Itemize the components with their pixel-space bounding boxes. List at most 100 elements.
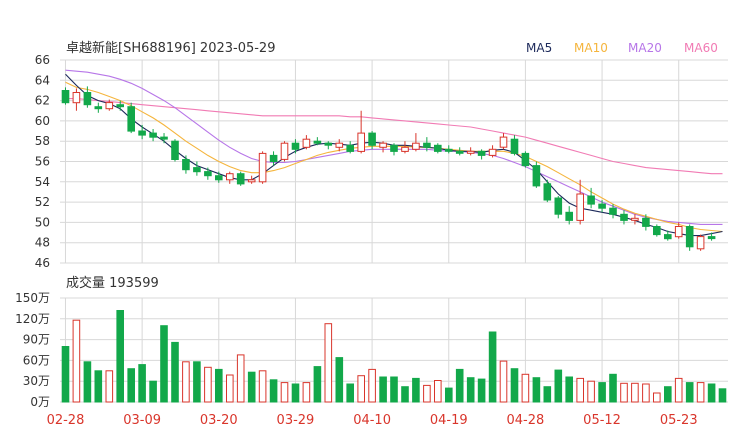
candle-body [631,217,639,221]
candle-body [182,159,190,171]
candle-body [653,226,661,236]
volume-axis: 150万 120万 90万 60万 30万 0万 [15,291,50,409]
candle-body [587,195,595,205]
volume-bar [510,368,519,403]
volume-tick-label: 0万 [30,395,50,409]
candles [61,86,716,251]
candle-body [609,207,617,215]
price-tick-label: 62 [35,94,50,108]
candle-body [565,211,574,221]
candle-body [401,146,409,152]
volume-bar [664,386,672,403]
candle-body [510,138,519,154]
price-tick-label: 46 [35,256,50,270]
volume-bar [368,368,376,403]
volume-bar [247,371,256,403]
candle-body [105,102,114,110]
volume-bar [521,373,530,403]
volume-bar [313,366,322,403]
candle-body [171,140,179,160]
volume-title: 成交量 193599 [66,275,159,291]
volume-bars [61,310,727,403]
candle-body [466,150,475,154]
volume-bar [280,382,289,403]
candle-body [127,106,136,132]
candle-body [291,142,300,150]
candle-body [521,152,530,167]
volume-bar [379,376,387,403]
legend-ma60: MA60 [684,41,718,55]
volume-bar [258,370,267,403]
ma-legend: MA5 MA10 MA20 MA60 [526,41,718,55]
candle-body [543,183,552,201]
volume-bar [94,370,103,403]
volume-bar [434,380,442,403]
volume-bar [302,382,311,403]
candle-body [83,92,92,106]
volume-bar [390,376,398,403]
price-tick-label: 64 [35,73,50,87]
candle-body [236,173,245,185]
volume-bar [72,319,81,403]
candle-body [72,92,81,104]
volume-bar [477,378,486,403]
date-label: 05-23 [660,413,698,428]
volume-bar [182,361,190,403]
candle-body [149,132,157,138]
date-label: 04-28 [507,413,545,428]
candle-body [696,236,705,250]
date-axis: 02-28 03-09 03-20 03-29 04-10 04-19 04-28 05-12… [47,413,698,428]
legend-ma10: MA10 [574,41,608,55]
candle-body [620,213,628,221]
volume-bar [620,382,628,403]
candle-body [61,90,70,104]
volume-bar [116,310,125,403]
candle-body [258,152,267,183]
volume-bar [335,357,344,403]
candle-body [379,142,387,148]
volume-bar [543,386,552,403]
volume-bar [412,377,420,403]
volume-bar [269,379,278,403]
legend-ma5: MA5 [526,41,552,55]
candle-body [160,136,168,140]
volume-bar [707,383,716,403]
candle-body [554,197,563,215]
candle-body [642,217,650,227]
candle-body [269,154,278,162]
ma-line-ma10 [65,81,723,233]
candle-body [477,150,486,156]
volume-bar [226,374,234,403]
candle-body [423,142,431,148]
candle-body [346,144,354,152]
volume-bar [105,370,114,403]
candle-body [685,226,694,248]
volume-bar [488,331,497,403]
volume-bar [204,366,212,403]
candle-body [576,193,585,221]
price-tick-label: 52 [35,195,50,209]
candle-body [204,171,212,177]
volume-bar [127,368,136,403]
candle-body [247,179,256,183]
candle-body [499,136,508,148]
price-tick-label: 58 [35,134,50,148]
volume-bar [532,377,541,403]
volume-bar [346,383,354,403]
legend-ma20: MA20 [628,41,662,55]
volume-bar [565,376,574,403]
volume-bar [324,323,333,403]
candle-body [390,144,398,152]
volume-bar [598,382,606,403]
volume-tick-label: 90万 [23,333,50,347]
date-label: 05-12 [583,413,621,428]
candle-body [412,142,420,150]
candle-body [193,167,201,173]
candle-body [598,203,606,209]
chart-title: 卓越新能[SH688196] 2023-05-29 [66,40,275,56]
candle-body [215,175,223,181]
candle-body [532,165,541,187]
volume-bar [171,341,179,403]
